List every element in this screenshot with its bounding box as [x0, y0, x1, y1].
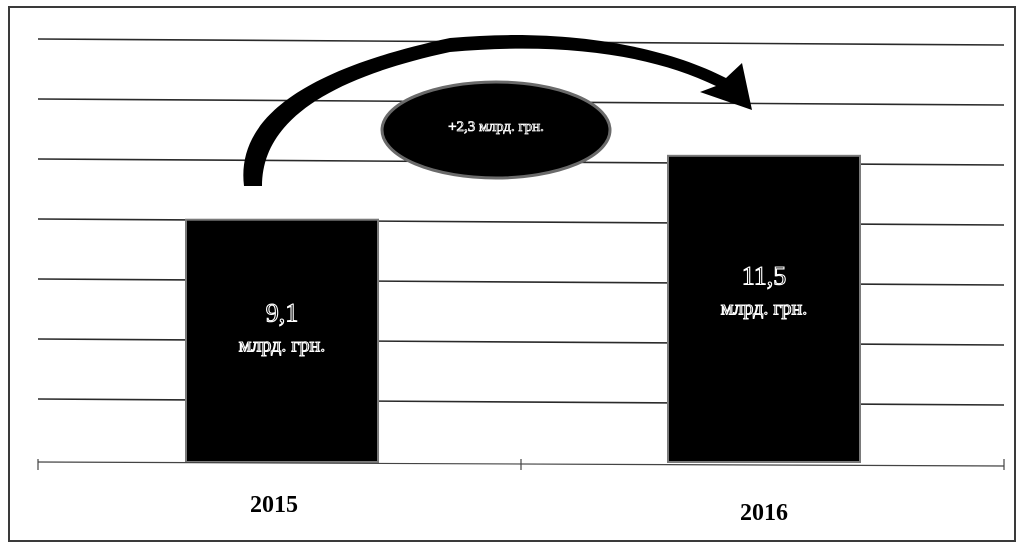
bar-unit-label: млрд. грн. — [721, 297, 807, 319]
change-label: +2,3 млрд. грн. — [448, 119, 544, 135]
x-tick-labels: 2015 2016 — [250, 492, 788, 526]
x-tick-label: 2015 — [250, 492, 298, 518]
bar-2015 — [185, 218, 379, 463]
change-ellipse — [380, 80, 612, 180]
change-annotation: +2,3 млрд. грн. — [380, 80, 612, 180]
data-labels: 9,1 млрд. грн. 11,5 млрд. грн. — [238, 261, 808, 357]
bars — [185, 154, 861, 463]
bar-2016 — [667, 154, 861, 463]
x-tick-label: 2016 — [740, 500, 788, 526]
growth-arrow-body — [243, 35, 753, 186]
bar-value-label: 9,1 — [266, 298, 299, 327]
bar-unit-label: млрд. грн. — [239, 334, 325, 356]
x-axis — [37, 459, 1005, 470]
growth-arrow — [243, 35, 753, 186]
bar-value-label: 11,5 — [742, 261, 787, 290]
